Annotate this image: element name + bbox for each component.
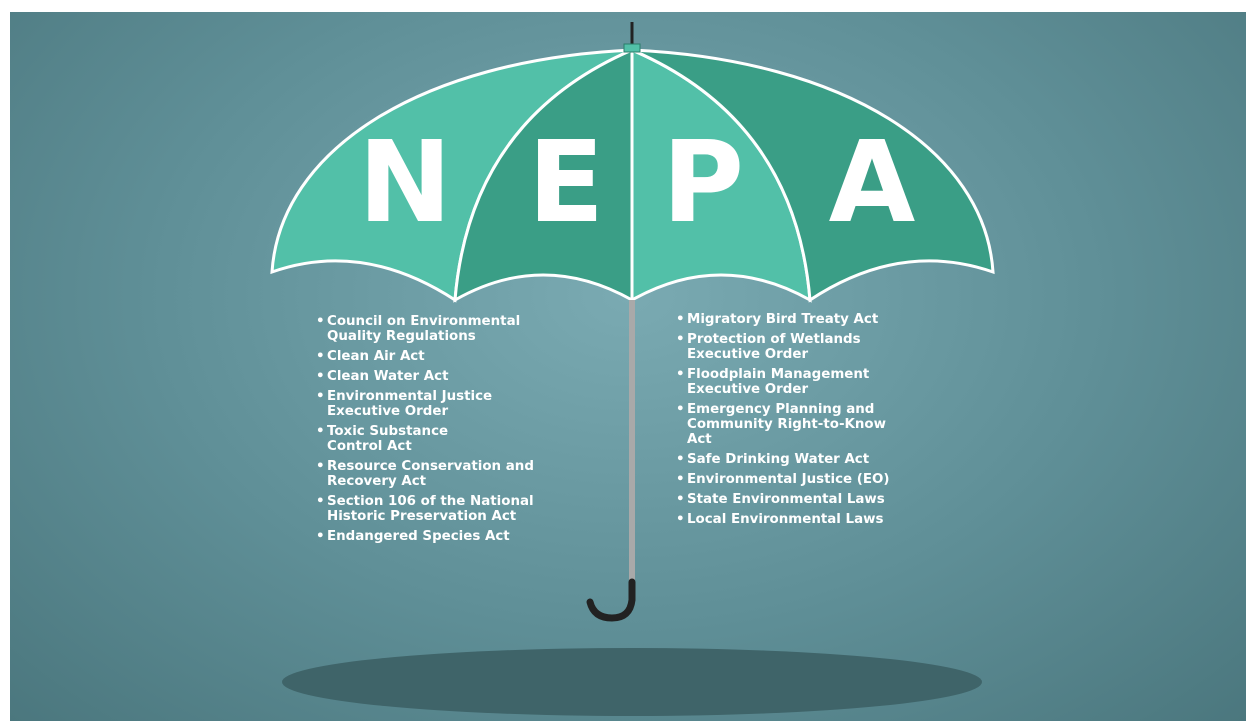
list-item: State Environmental Laws (676, 492, 890, 507)
handle (586, 578, 636, 622)
letter: E (528, 118, 605, 248)
list-item: Local Environmental Laws (676, 512, 890, 527)
list-item: Environmental Justice Executive Order (316, 389, 534, 419)
letter: N (358, 118, 452, 248)
list-item: Environmental Justice (EO) (676, 472, 890, 487)
cap (623, 43, 641, 53)
letter: P (662, 118, 744, 248)
list-item: Safe Drinking Water Act (676, 452, 890, 467)
list-item: Floodplain Management Executive Order (676, 367, 890, 397)
panel (453, 47, 634, 303)
infographic: N E P A Council on Environmental Quality… (10, 12, 1246, 721)
letter: A (829, 118, 916, 248)
list-item: Clean Air Act (316, 349, 534, 364)
list-item: Migratory Bird Treaty Act (676, 312, 890, 327)
list-item: Protection of Wetlands Executive Order (676, 332, 890, 362)
list-item: Endangered Species Act (316, 529, 534, 544)
list-item: Section 106 of the National Historic Pre… (316, 494, 534, 524)
list-item: Clean Water Act (316, 369, 534, 384)
list-item: Toxic Substance Control Act (316, 424, 534, 454)
list-item: Council on Environmental Quality Regulat… (316, 314, 534, 344)
right-list: Migratory Bird Treaty Act Protection of W… (676, 312, 890, 532)
shadow (282, 648, 982, 716)
list-item: Emergency Planning and Community Right-t… (676, 402, 890, 447)
left-list: Council on Environmental Quality Regulat… (316, 314, 534, 549)
umbrella: N E P A (270, 22, 995, 716)
panel (631, 48, 995, 303)
list-item: Resource Conservation and Recovery Act (316, 459, 534, 489)
